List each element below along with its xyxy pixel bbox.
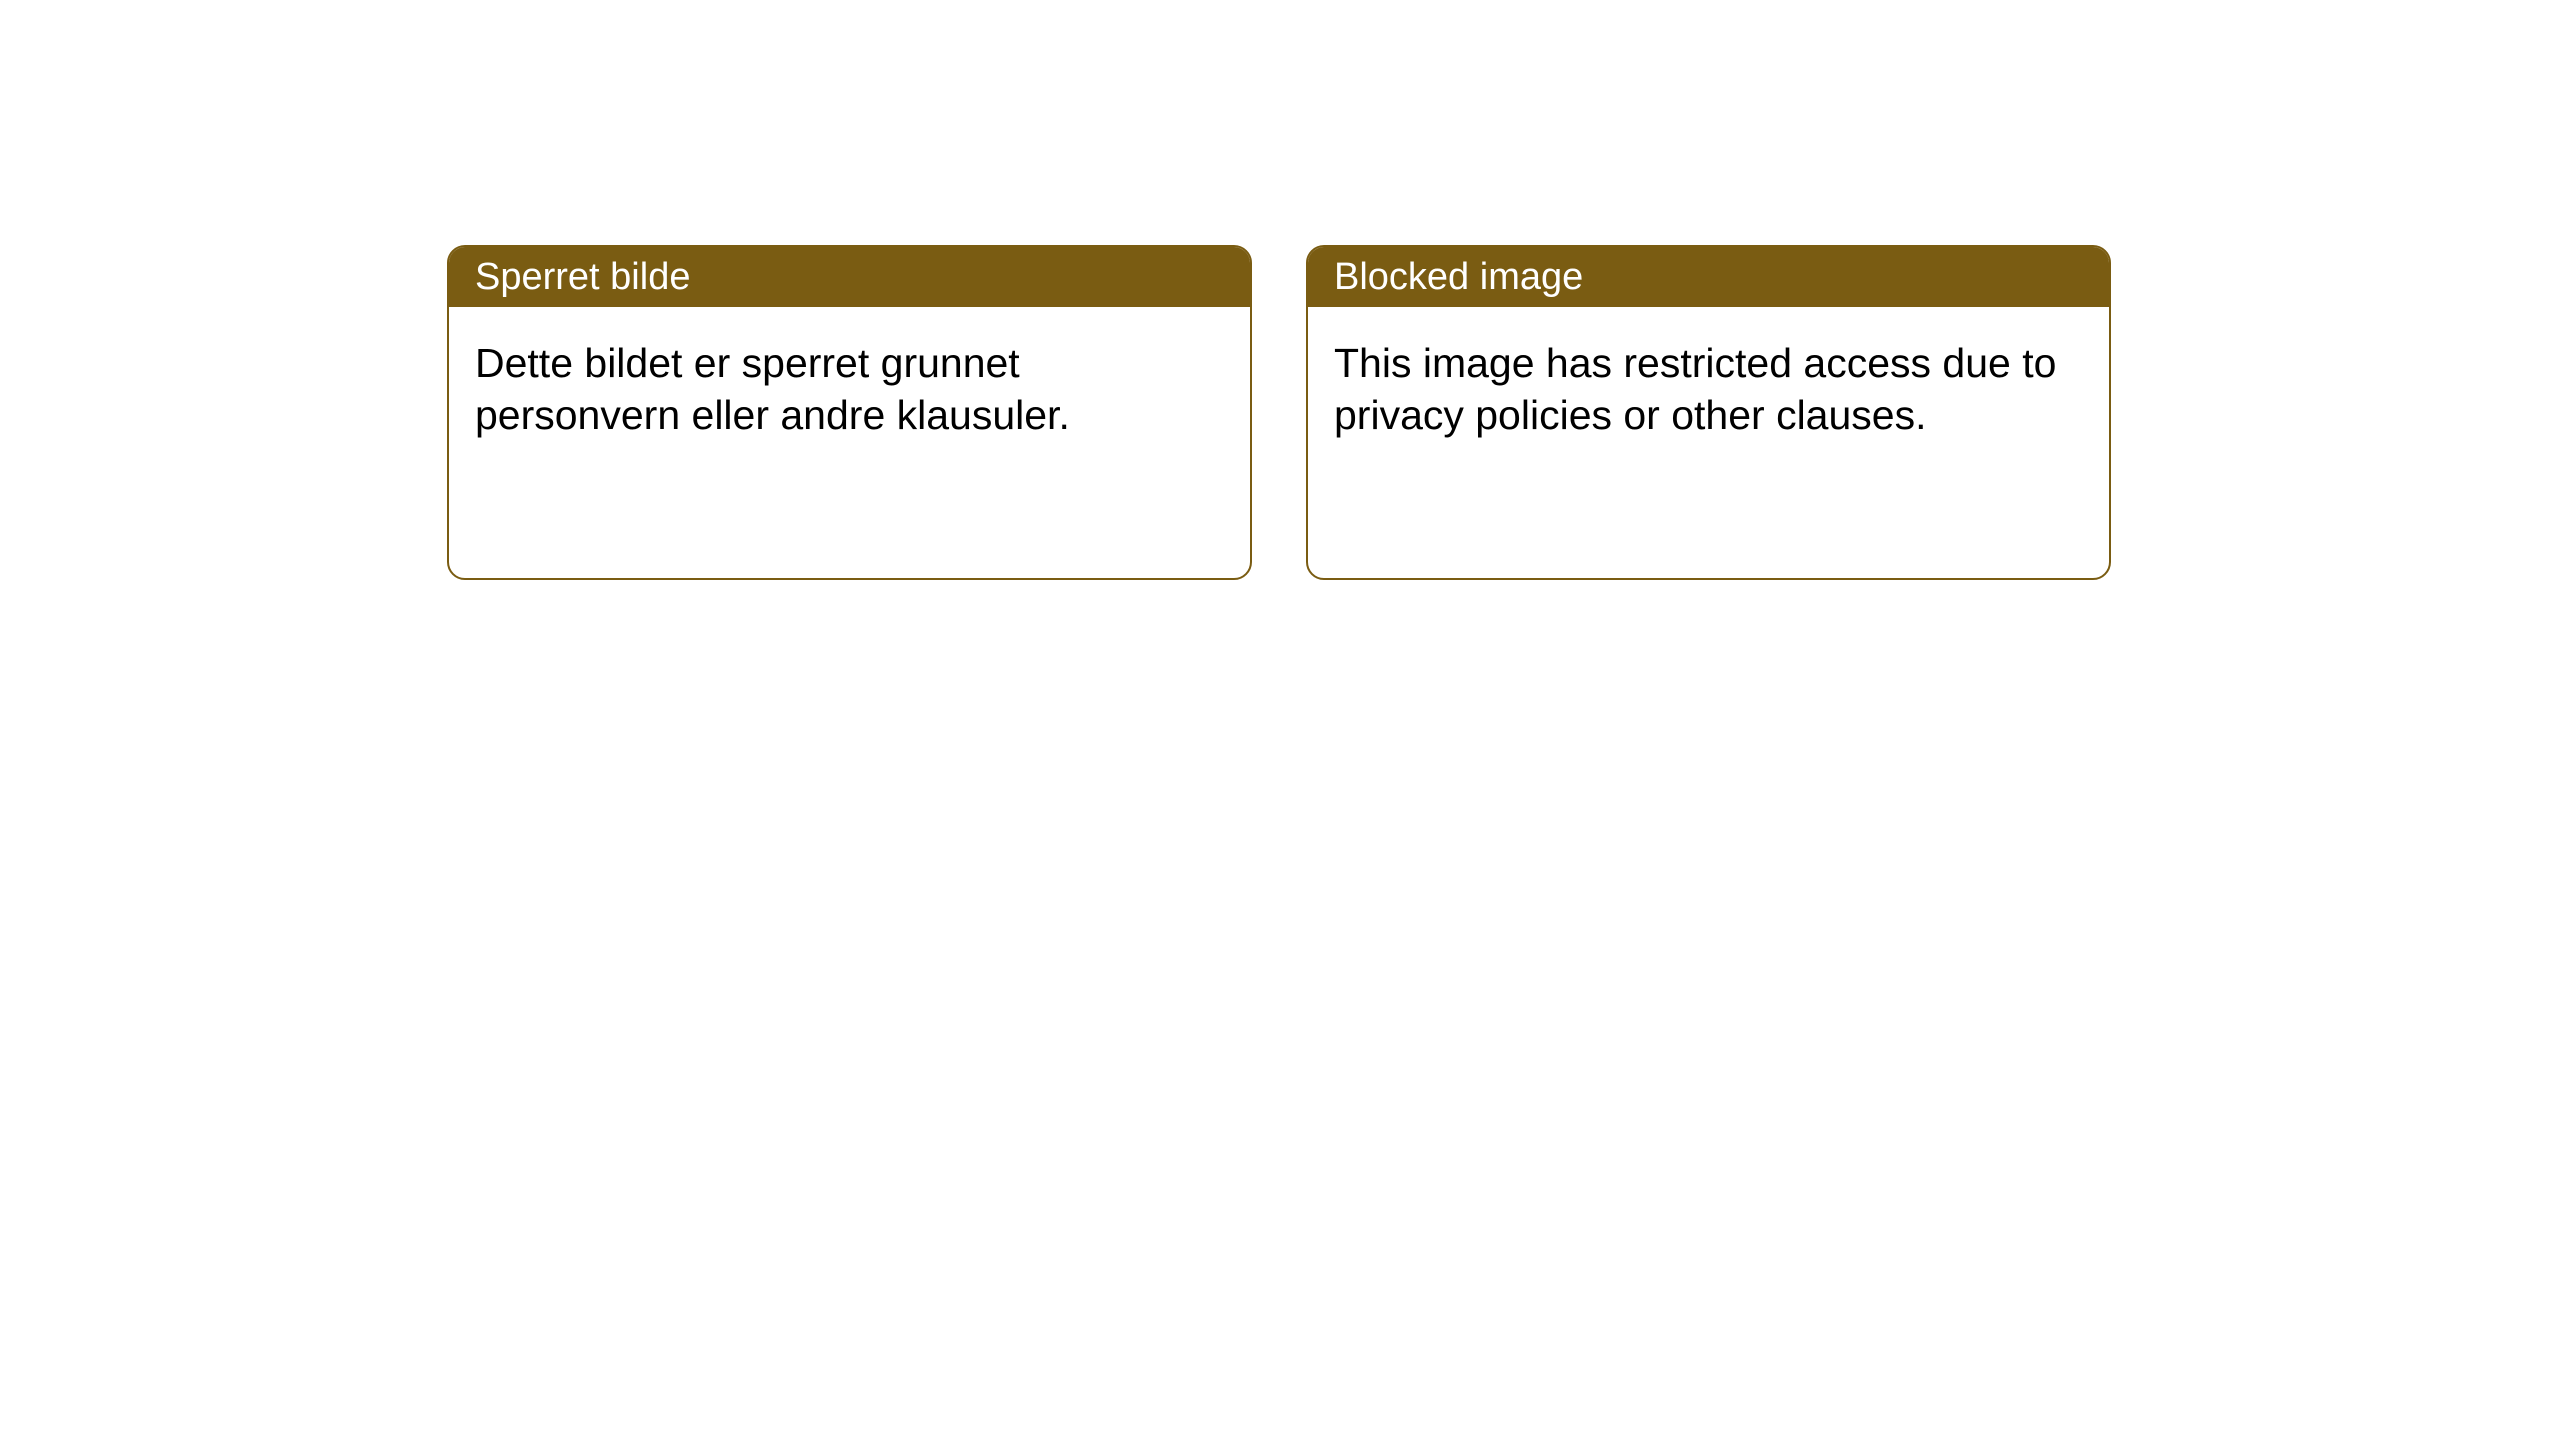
card-header: Sperret bilde <box>449 247 1250 307</box>
card-body-text: This image has restricted access due to … <box>1334 340 2056 438</box>
notice-card-norwegian: Sperret bilde Dette bildet er sperret gr… <box>447 245 1252 580</box>
notice-card-english: Blocked image This image has restricted … <box>1306 245 2111 580</box>
card-body: Dette bildet er sperret grunnet personve… <box>449 307 1250 472</box>
card-body-text: Dette bildet er sperret grunnet personve… <box>475 340 1070 438</box>
card-header-title: Blocked image <box>1334 256 1583 299</box>
card-header: Blocked image <box>1308 247 2109 307</box>
card-header-title: Sperret bilde <box>475 256 690 299</box>
card-body: This image has restricted access due to … <box>1308 307 2109 472</box>
notice-cards-container: Sperret bilde Dette bildet er sperret gr… <box>447 245 2111 580</box>
